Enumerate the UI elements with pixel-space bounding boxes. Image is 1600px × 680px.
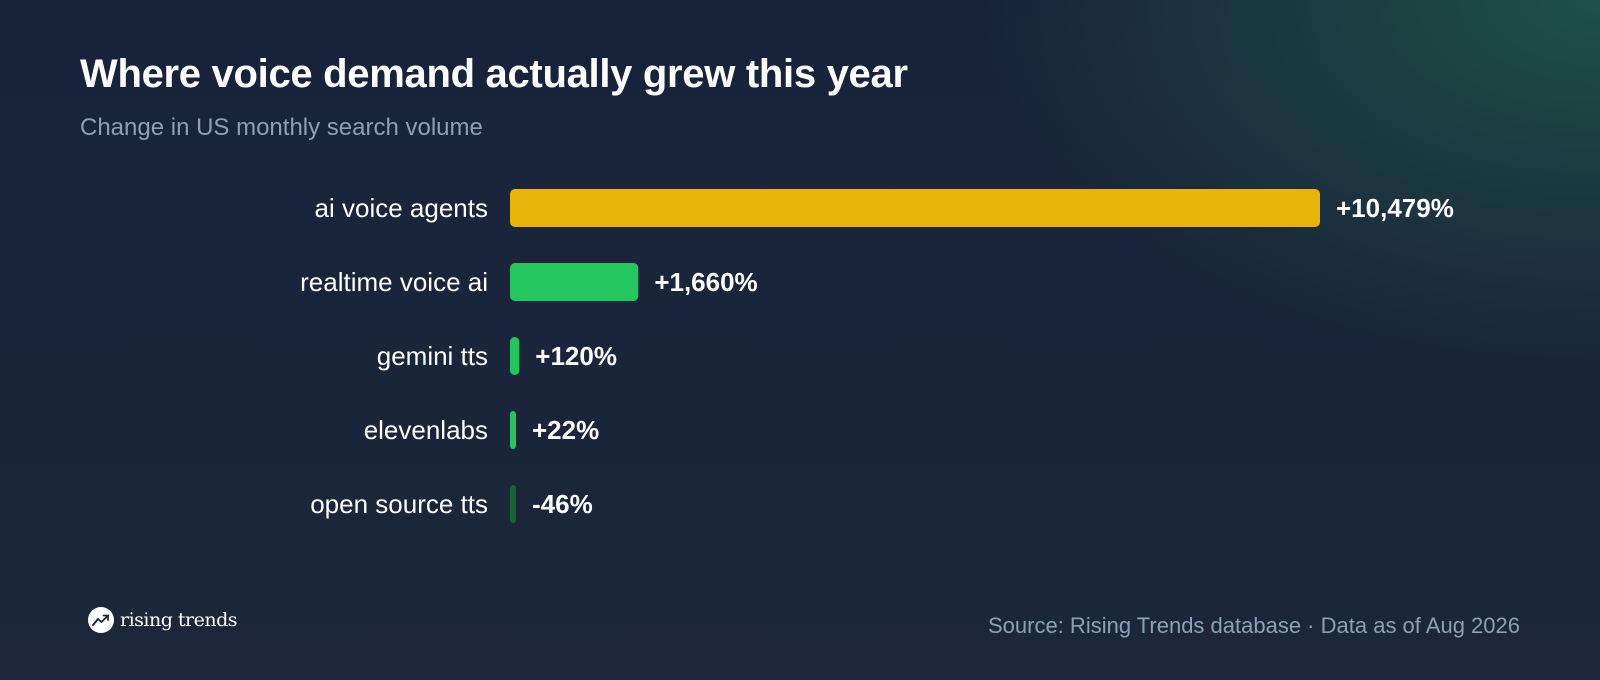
- source-note: Source: Rising Trends database · Data as…: [988, 613, 1520, 638]
- category-label: elevenlabs: [364, 415, 488, 445]
- bar: [510, 337, 520, 375]
- category-label: realtime voice ai: [300, 267, 488, 297]
- chart-subtitle: Change in US monthly search volume: [80, 114, 483, 141]
- bar: [510, 411, 516, 449]
- value-label: +10,479%: [1336, 193, 1454, 223]
- bar: [510, 485, 516, 523]
- brand-logo: rising trends: [88, 607, 238, 633]
- chart-title: Where voice demand actually grew this ye…: [80, 52, 908, 96]
- bar: [510, 263, 639, 301]
- brand-name: rising trends: [120, 609, 238, 631]
- category-label: ai voice agents: [315, 193, 488, 223]
- trending-up-icon: [88, 607, 114, 633]
- bar: [510, 189, 1320, 227]
- category-label: gemini tts: [377, 341, 488, 371]
- value-label: +1,660%: [654, 267, 757, 297]
- value-label: +22%: [532, 415, 599, 445]
- value-label: +120%: [535, 341, 617, 371]
- category-label: open source tts: [310, 489, 488, 519]
- value-label: -46%: [532, 489, 593, 519]
